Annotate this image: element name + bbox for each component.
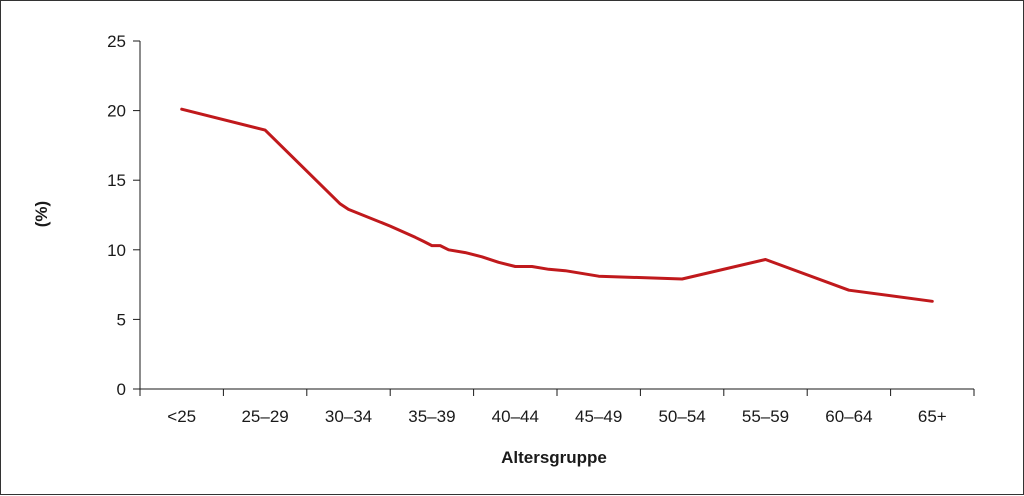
x-tick-label: 45–49 — [575, 407, 622, 426]
y-tick-label: 0 — [117, 380, 126, 399]
x-axis-ticks: <25 25–29 30–34 35–39 40–44 45–49 50–54 55–59 60… — [139, 389, 975, 426]
x-tick-label: 30–34 — [325, 407, 372, 426]
x-tick-label: 25–29 — [241, 407, 288, 426]
x-tick-label: <25 — [167, 407, 196, 426]
x-tick-label: 50–54 — [658, 407, 705, 426]
axes — [139, 41, 974, 390]
x-tick-label: 55–59 — [742, 407, 789, 426]
y-axis-title: (%) — [32, 201, 51, 227]
y-tick-label: 20 — [107, 102, 126, 121]
x-axis-title: Altersgruppe — [501, 448, 607, 467]
series-group — [180, 107, 934, 303]
x-tick-label: 60–64 — [825, 407, 872, 426]
y-tick-label: 5 — [117, 310, 126, 329]
y-tick-label: 10 — [107, 241, 126, 260]
y-axis-ticks: 0 5 10 15 20 25 — [107, 32, 140, 399]
y-tick-label: 25 — [107, 32, 126, 51]
x-tick-label: 35–39 — [408, 407, 455, 426]
x-tick-label: 65+ — [918, 407, 947, 426]
x-tick-label: 40–44 — [492, 407, 539, 426]
series-line — [180, 107, 934, 303]
y-tick-label: 15 — [107, 171, 126, 190]
